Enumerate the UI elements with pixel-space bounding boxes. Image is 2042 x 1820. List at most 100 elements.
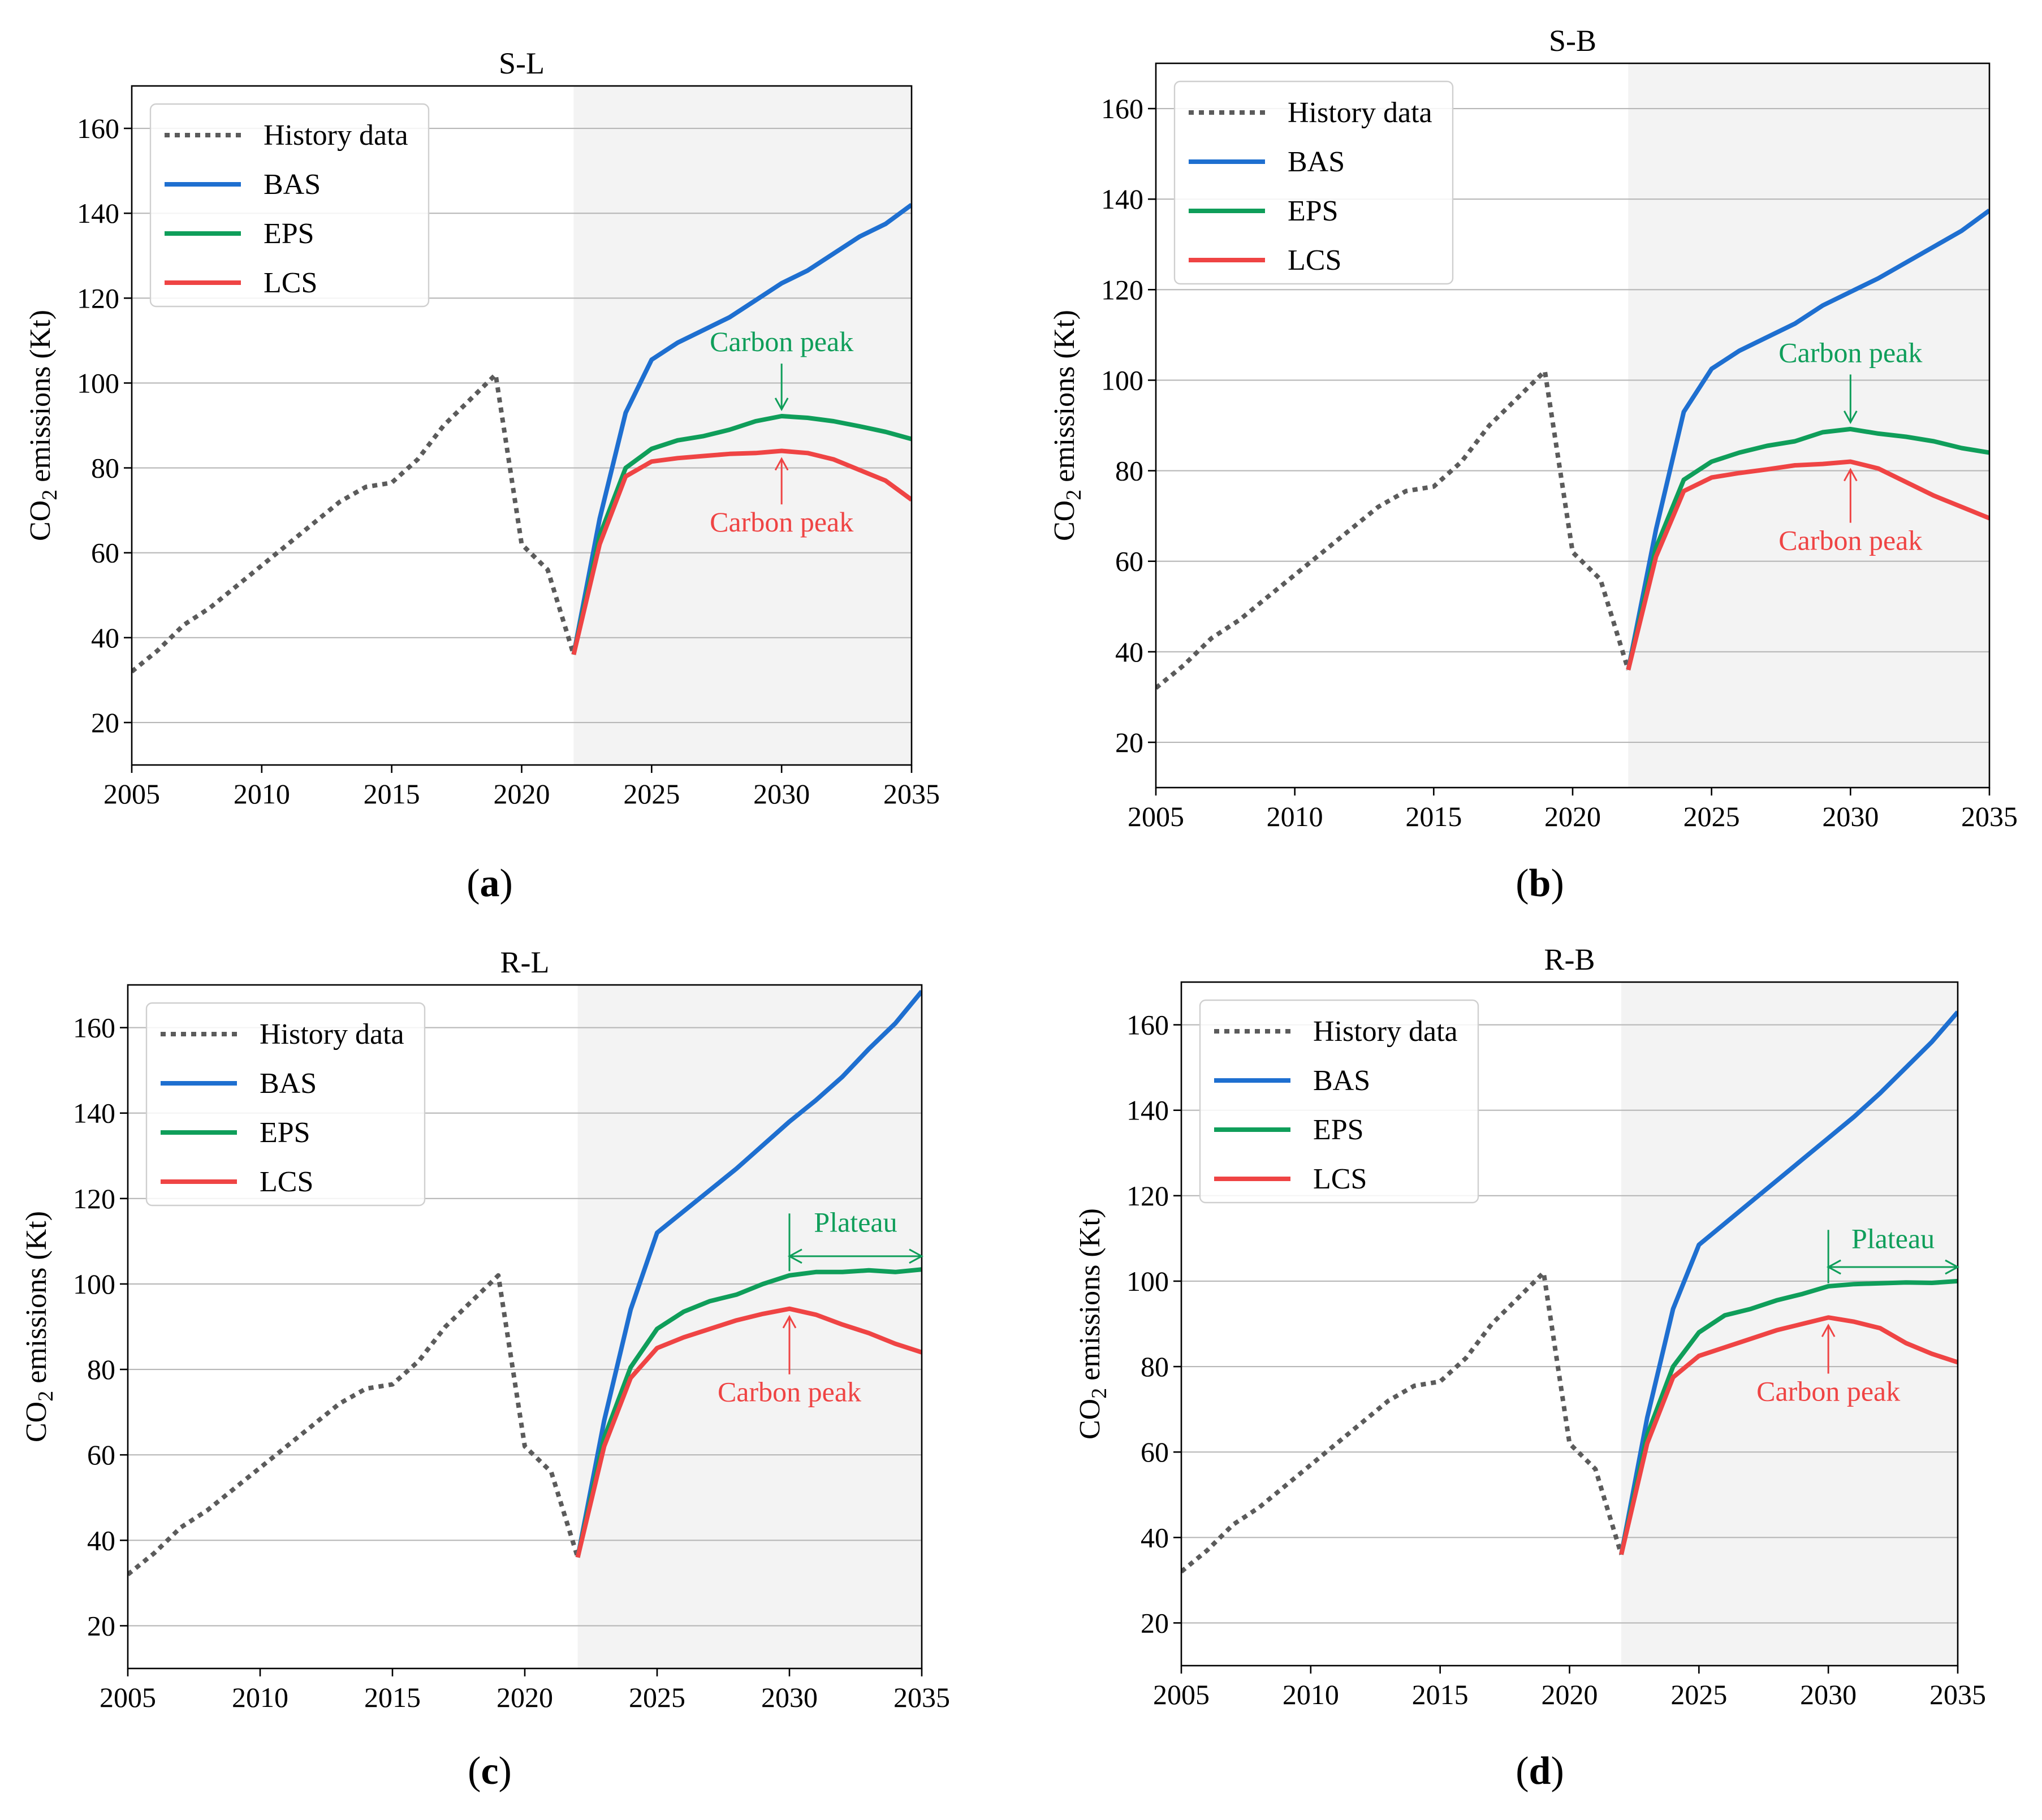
y-tick-label: 120	[1126, 1180, 1169, 1212]
y-tick-label: 140	[77, 197, 119, 229]
annotation-label: Carbon peak	[710, 326, 853, 357]
carbon-peak-annotation: Carbon peak	[718, 1315, 861, 1408]
legend: History data BAS EPS LCS	[149, 103, 430, 308]
legend-box	[149, 103, 430, 308]
y-tick-label: 100	[73, 1268, 115, 1300]
legend-label: History data	[260, 1018, 404, 1051]
plateau-arrowhead-right	[1945, 1259, 1960, 1275]
y-tick-label: 80	[1141, 1351, 1169, 1382]
x-tick-label: 2010	[232, 1681, 288, 1713]
x-tick-label: 2030	[1800, 1679, 1857, 1710]
carbon-peak-annotation: Carbon peak	[1778, 468, 1922, 556]
chart-title: R-B	[1544, 943, 1595, 976]
y-tick-label: 60	[91, 537, 119, 569]
x-tick-label: 2035	[1929, 1679, 1986, 1710]
y-tick-label: 60	[1141, 1436, 1169, 1468]
x-tick-label: 2005	[1128, 801, 1184, 832]
x-tick-label: 2015	[364, 1681, 421, 1713]
series-line-lcs	[571, 448, 912, 655]
y-tick-label: 20	[1141, 1607, 1169, 1639]
annotation-label: Carbon peak	[710, 506, 853, 538]
legend-label: BAS	[1313, 1065, 1370, 1097]
plateau-label: Plateau	[1851, 1222, 1935, 1254]
annotation-arrowhead	[1821, 1324, 1836, 1337]
series-line-bas	[1626, 208, 1989, 671]
y-tick-label: 80	[87, 1354, 115, 1385]
x-tick-label: 2020	[494, 778, 550, 810]
x-tick-label: 2020	[1542, 1679, 1598, 1710]
plot-area	[1181, 1010, 1958, 1573]
y-tick-label: 40	[1115, 636, 1143, 668]
legend-label: BAS	[260, 1067, 317, 1100]
legend-box	[1199, 999, 1479, 1204]
y-tick-label: 120	[1101, 274, 1143, 305]
legend-label: EPS	[1288, 195, 1339, 227]
y-axis-label: CO2 emissions (Kt)	[1048, 310, 1086, 541]
series-line-bas	[1619, 1010, 1958, 1555]
legend-label: EPS	[260, 1117, 310, 1149]
panel-caption: (a)	[467, 862, 513, 905]
plateau-arrowhead-left	[787, 1248, 802, 1264]
y-tick-label: 60	[87, 1439, 115, 1471]
forecast-region	[1628, 63, 1989, 788]
carbon-peak-annotation: Carbon peak	[1756, 1324, 1900, 1407]
y-tick-label: 140	[1126, 1095, 1169, 1126]
plot-area	[132, 202, 912, 673]
chart-title: R-L	[500, 945, 550, 979]
y-tick-label: 160	[1101, 93, 1143, 124]
annotation-label: Carbon peak	[1778, 525, 1922, 556]
x-tick-label: 2010	[1267, 801, 1323, 832]
annotation-label: Carbon peak	[718, 1376, 861, 1408]
y-tick-label: 160	[1126, 1009, 1169, 1041]
chart-title: S-B	[1549, 24, 1596, 58]
series-line-lcs	[575, 1306, 922, 1558]
series-line-history-data	[1156, 369, 1631, 690]
legend-box	[145, 1002, 426, 1207]
legend: History data BAS EPS LCS	[145, 1002, 426, 1207]
y-tick-label: 40	[1141, 1521, 1169, 1553]
y-tick-label: 160	[77, 113, 119, 144]
panel-caption-letter: a	[480, 862, 500, 905]
x-tick-label: 2030	[1822, 801, 1879, 832]
annotation-arrowhead	[1844, 410, 1858, 425]
x-tick-label: 2030	[753, 778, 810, 810]
annotation-label: Carbon peak	[1756, 1376, 1900, 1407]
x-tick-label: 2015	[1412, 1679, 1469, 1710]
panel-caption-letter: d	[1529, 1749, 1551, 1793]
panel-caption: (b)	[1516, 862, 1564, 905]
plateau-arrowhead-left	[1827, 1259, 1841, 1275]
y-axis-label: CO2 emissions (Kt)	[24, 310, 62, 541]
legend-label: LCS	[1313, 1163, 1367, 1195]
y-axis-label: CO2 emissions (Kt)	[20, 1211, 58, 1442]
y-tick-label: 20	[91, 707, 119, 738]
x-tick-label: 2005	[103, 778, 160, 810]
plot-area	[128, 989, 922, 1576]
annotation-arrowhead	[774, 397, 789, 412]
series-line-eps	[575, 1267, 922, 1558]
legend-label: LCS	[1288, 244, 1341, 276]
x-tick-label: 2020	[1544, 801, 1601, 832]
annotation-label: Carbon peak	[1778, 336, 1922, 368]
series-line-bas	[575, 989, 922, 1558]
forecast-region	[577, 985, 922, 1668]
series-line-eps	[1619, 1278, 1958, 1555]
legend-label: BAS	[264, 168, 321, 201]
panel-caption-letter: c	[481, 1749, 498, 1793]
legend-label: EPS	[1313, 1114, 1364, 1146]
series-line-history-data	[132, 372, 576, 673]
carbon-peak-annotation: Carbon peak	[1778, 336, 1922, 425]
series-line-history-data	[128, 1273, 580, 1576]
x-tick-label: 2035	[893, 1681, 950, 1713]
panel-caption: (d)	[1516, 1749, 1564, 1793]
x-tick-label: 2025	[623, 778, 680, 810]
annotation-arrowhead	[774, 457, 789, 471]
y-tick-label: 60	[1115, 546, 1143, 577]
legend-box	[1173, 80, 1454, 285]
plateau-label: Plateau	[814, 1206, 897, 1238]
legend-label: History data	[1288, 97, 1432, 129]
panel-caption: (c)	[468, 1749, 512, 1793]
x-tick-label: 2015	[1405, 801, 1462, 832]
